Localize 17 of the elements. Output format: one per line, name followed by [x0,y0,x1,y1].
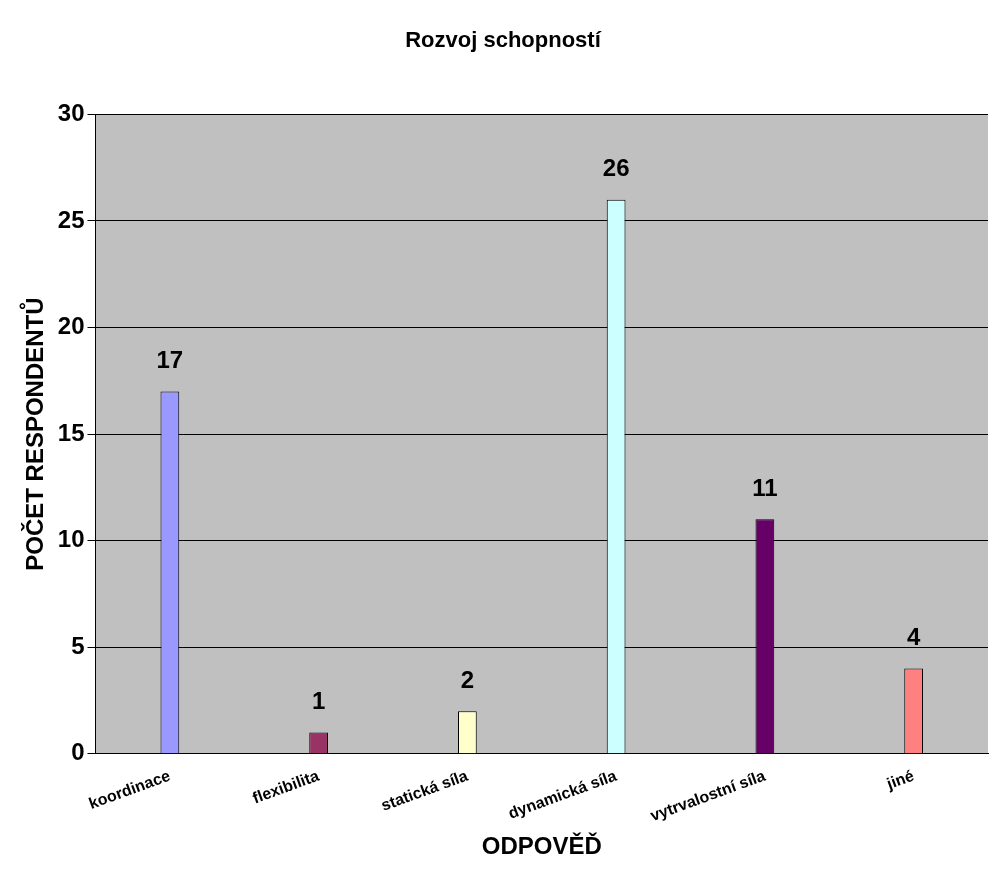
x-axis-title: ODPOVĚĎ [481,832,602,860]
data-label: 26 [602,154,630,182]
data-label: 1 [311,687,326,715]
data-label: 2 [460,665,475,693]
y-tick-label: 20 [57,312,85,340]
y-tick-label: 5 [71,631,85,659]
y-tick-label: 0 [71,738,85,766]
data-label: 17 [156,346,184,374]
y-tick-label: 30 [57,99,85,127]
y-axis-title: POČET RESPONDENTŮ [19,297,49,571]
y-tick-label: 25 [57,205,85,233]
data-label: 11 [752,473,778,501]
chart-title: Rozvoj schopností [405,27,602,53]
x-tick-label: jiné [883,766,917,793]
data-label: 4 [906,623,921,651]
y-tick-label: 15 [57,418,85,446]
y-tick-label: 10 [57,525,85,553]
